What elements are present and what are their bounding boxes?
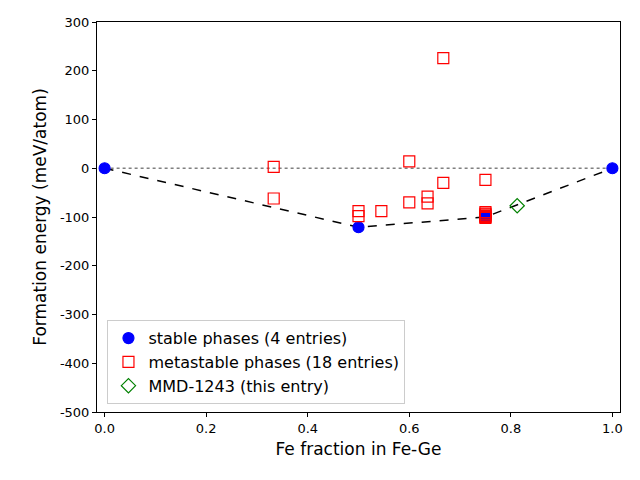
svg-text:-500: -500 [60,405,90,420]
svg-text:0.8: 0.8 [500,421,521,436]
svg-text:Fe fraction in Fe-Ge: Fe fraction in Fe-Ge [275,439,441,459]
svg-text:-200: -200 [60,258,90,273]
svg-text:-400: -400 [60,356,90,371]
svg-text:100: 100 [65,112,90,127]
svg-text:0.2: 0.2 [196,421,217,436]
svg-text:0: 0 [81,161,89,176]
svg-text:1.0: 1.0 [602,421,623,436]
svg-text:0.0: 0.0 [94,421,115,436]
svg-text:300: 300 [65,15,90,30]
svg-text:200: 200 [65,63,90,78]
svg-text:metastable phases (18 entries): metastable phases (18 entries) [148,353,399,372]
svg-text:Formation energy (meV/atom): Formation energy (meV/atom) [30,88,50,346]
svg-text:-300: -300 [60,307,90,322]
svg-text:-100: -100 [60,210,90,225]
svg-text:MMD-1243 (this entry): MMD-1243 (this entry) [148,377,329,396]
svg-text:stable phases (4 entries): stable phases (4 entries) [148,329,347,348]
svg-text:0.6: 0.6 [399,421,420,436]
svg-text:0.4: 0.4 [297,421,318,436]
